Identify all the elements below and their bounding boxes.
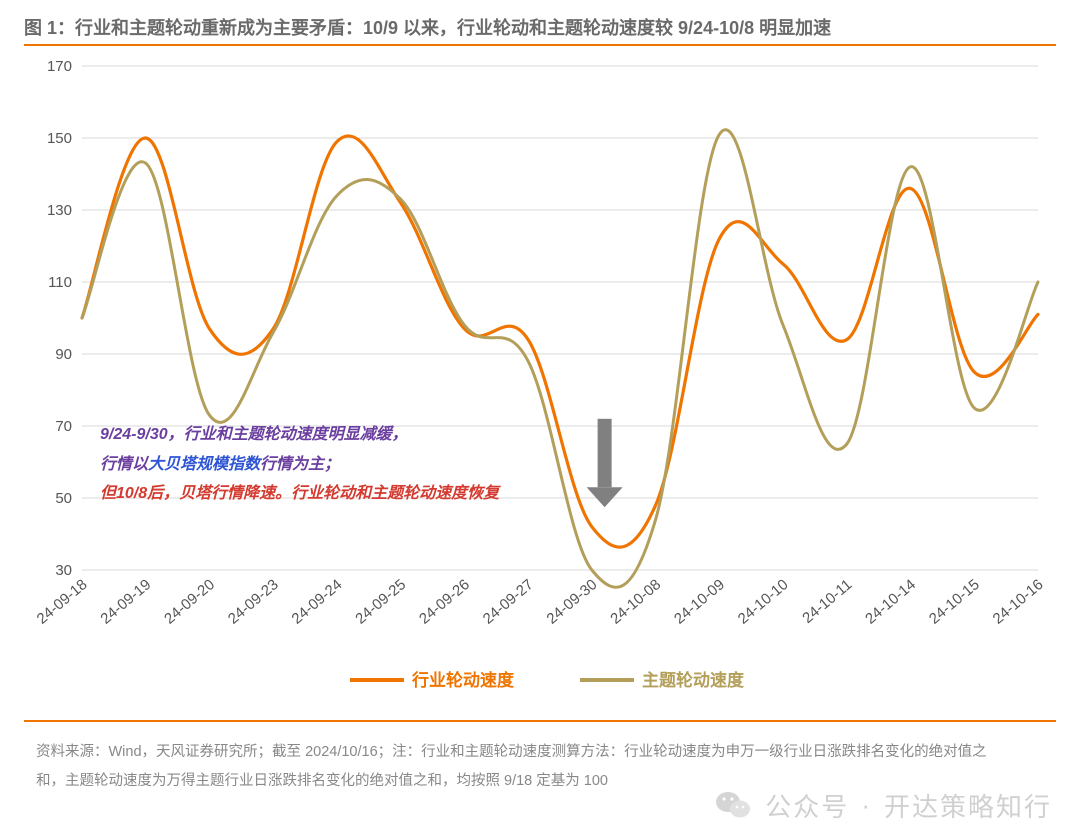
- plot-wrap: 30507090110130150170 24-09-1824-09-1924-…: [24, 56, 1056, 710]
- svg-text:24-09-18: 24-09-18: [34, 576, 91, 628]
- svg-text:24-09-20: 24-09-20: [161, 576, 218, 628]
- svg-text:30: 30: [55, 562, 72, 579]
- annotation-line-2-prefix: 行情以: [100, 456, 148, 473]
- svg-text:24-09-25: 24-09-25: [352, 576, 409, 628]
- annotation-line-1: 9/24-9/30，行业和主题轮动速度明显减缓，: [100, 420, 499, 450]
- svg-text:150: 150: [47, 130, 72, 147]
- watermark-label: 公众号: [765, 787, 849, 824]
- footnote-line-1: 资料来源：Wind，天风证券研究所；截至 2024/10/16；注：行业和主题轮…: [36, 738, 1044, 767]
- bottom-rule: [24, 720, 1056, 722]
- watermark-sep: ·: [861, 790, 872, 821]
- svg-text:170: 170: [47, 58, 72, 75]
- svg-text:行业轮动速度: 行业轮动速度: [411, 670, 515, 690]
- title-rule: [24, 44, 1056, 46]
- watermark-name: 开达策略知行: [884, 787, 1052, 824]
- svg-text:24-10-11: 24-10-11: [799, 576, 855, 627]
- svg-text:110: 110: [48, 274, 72, 291]
- annotation-text: 9/24-9/30，行业和主题轮动速度明显减缓， 行情以大贝塔规模指数行情为主；…: [100, 420, 499, 509]
- svg-text:24-10-15: 24-10-15: [926, 576, 983, 628]
- svg-text:24-09-30: 24-09-30: [544, 576, 601, 628]
- svg-text:24-09-23: 24-09-23: [225, 576, 282, 628]
- svg-text:24-09-27: 24-09-27: [480, 576, 537, 628]
- svg-text:70: 70: [55, 418, 72, 435]
- figure-container: 图 1：行业和主题轮动重新成为主要矛盾：10/9 以来，行业轮动和主题轮动速度较…: [0, 0, 1080, 839]
- svg-text:24-09-26: 24-09-26: [416, 576, 473, 628]
- svg-text:130: 130: [47, 202, 72, 219]
- annotation-line-2-suffix: 行情为主；: [260, 456, 340, 473]
- annotation-line-3: 但10/8后，贝塔行情降速。行业轮动和主题轮动速度恢复: [100, 479, 499, 509]
- svg-text:90: 90: [55, 346, 72, 363]
- wechat-icon: [713, 785, 753, 825]
- svg-text:24-10-14: 24-10-14: [862, 576, 919, 628]
- svg-text:24-09-19: 24-09-19: [97, 576, 154, 628]
- annotation-line-2: 行情以大贝塔规模指数行情为主；: [100, 450, 499, 480]
- svg-text:24-10-09: 24-10-09: [671, 576, 728, 628]
- line-chart: 30507090110130150170 24-09-1824-09-1924-…: [24, 56, 1056, 710]
- annotation-line-2-emph: 大贝塔规模指数: [148, 456, 260, 473]
- svg-text:24-10-10: 24-10-10: [735, 576, 792, 628]
- svg-text:24-10-08: 24-10-08: [607, 576, 664, 628]
- watermark: 公众号 · 开达策略知行: [713, 785, 1052, 825]
- svg-text:主题轮动速度: 主题轮动速度: [642, 670, 745, 690]
- svg-text:50: 50: [55, 490, 72, 507]
- figure-title: 图 1：行业和主题轮动重新成为主要矛盾：10/9 以来，行业轮动和主题轮动速度较…: [24, 14, 1056, 40]
- svg-text:24-10-16: 24-10-16: [990, 576, 1047, 628]
- svg-text:24-09-24: 24-09-24: [289, 576, 346, 628]
